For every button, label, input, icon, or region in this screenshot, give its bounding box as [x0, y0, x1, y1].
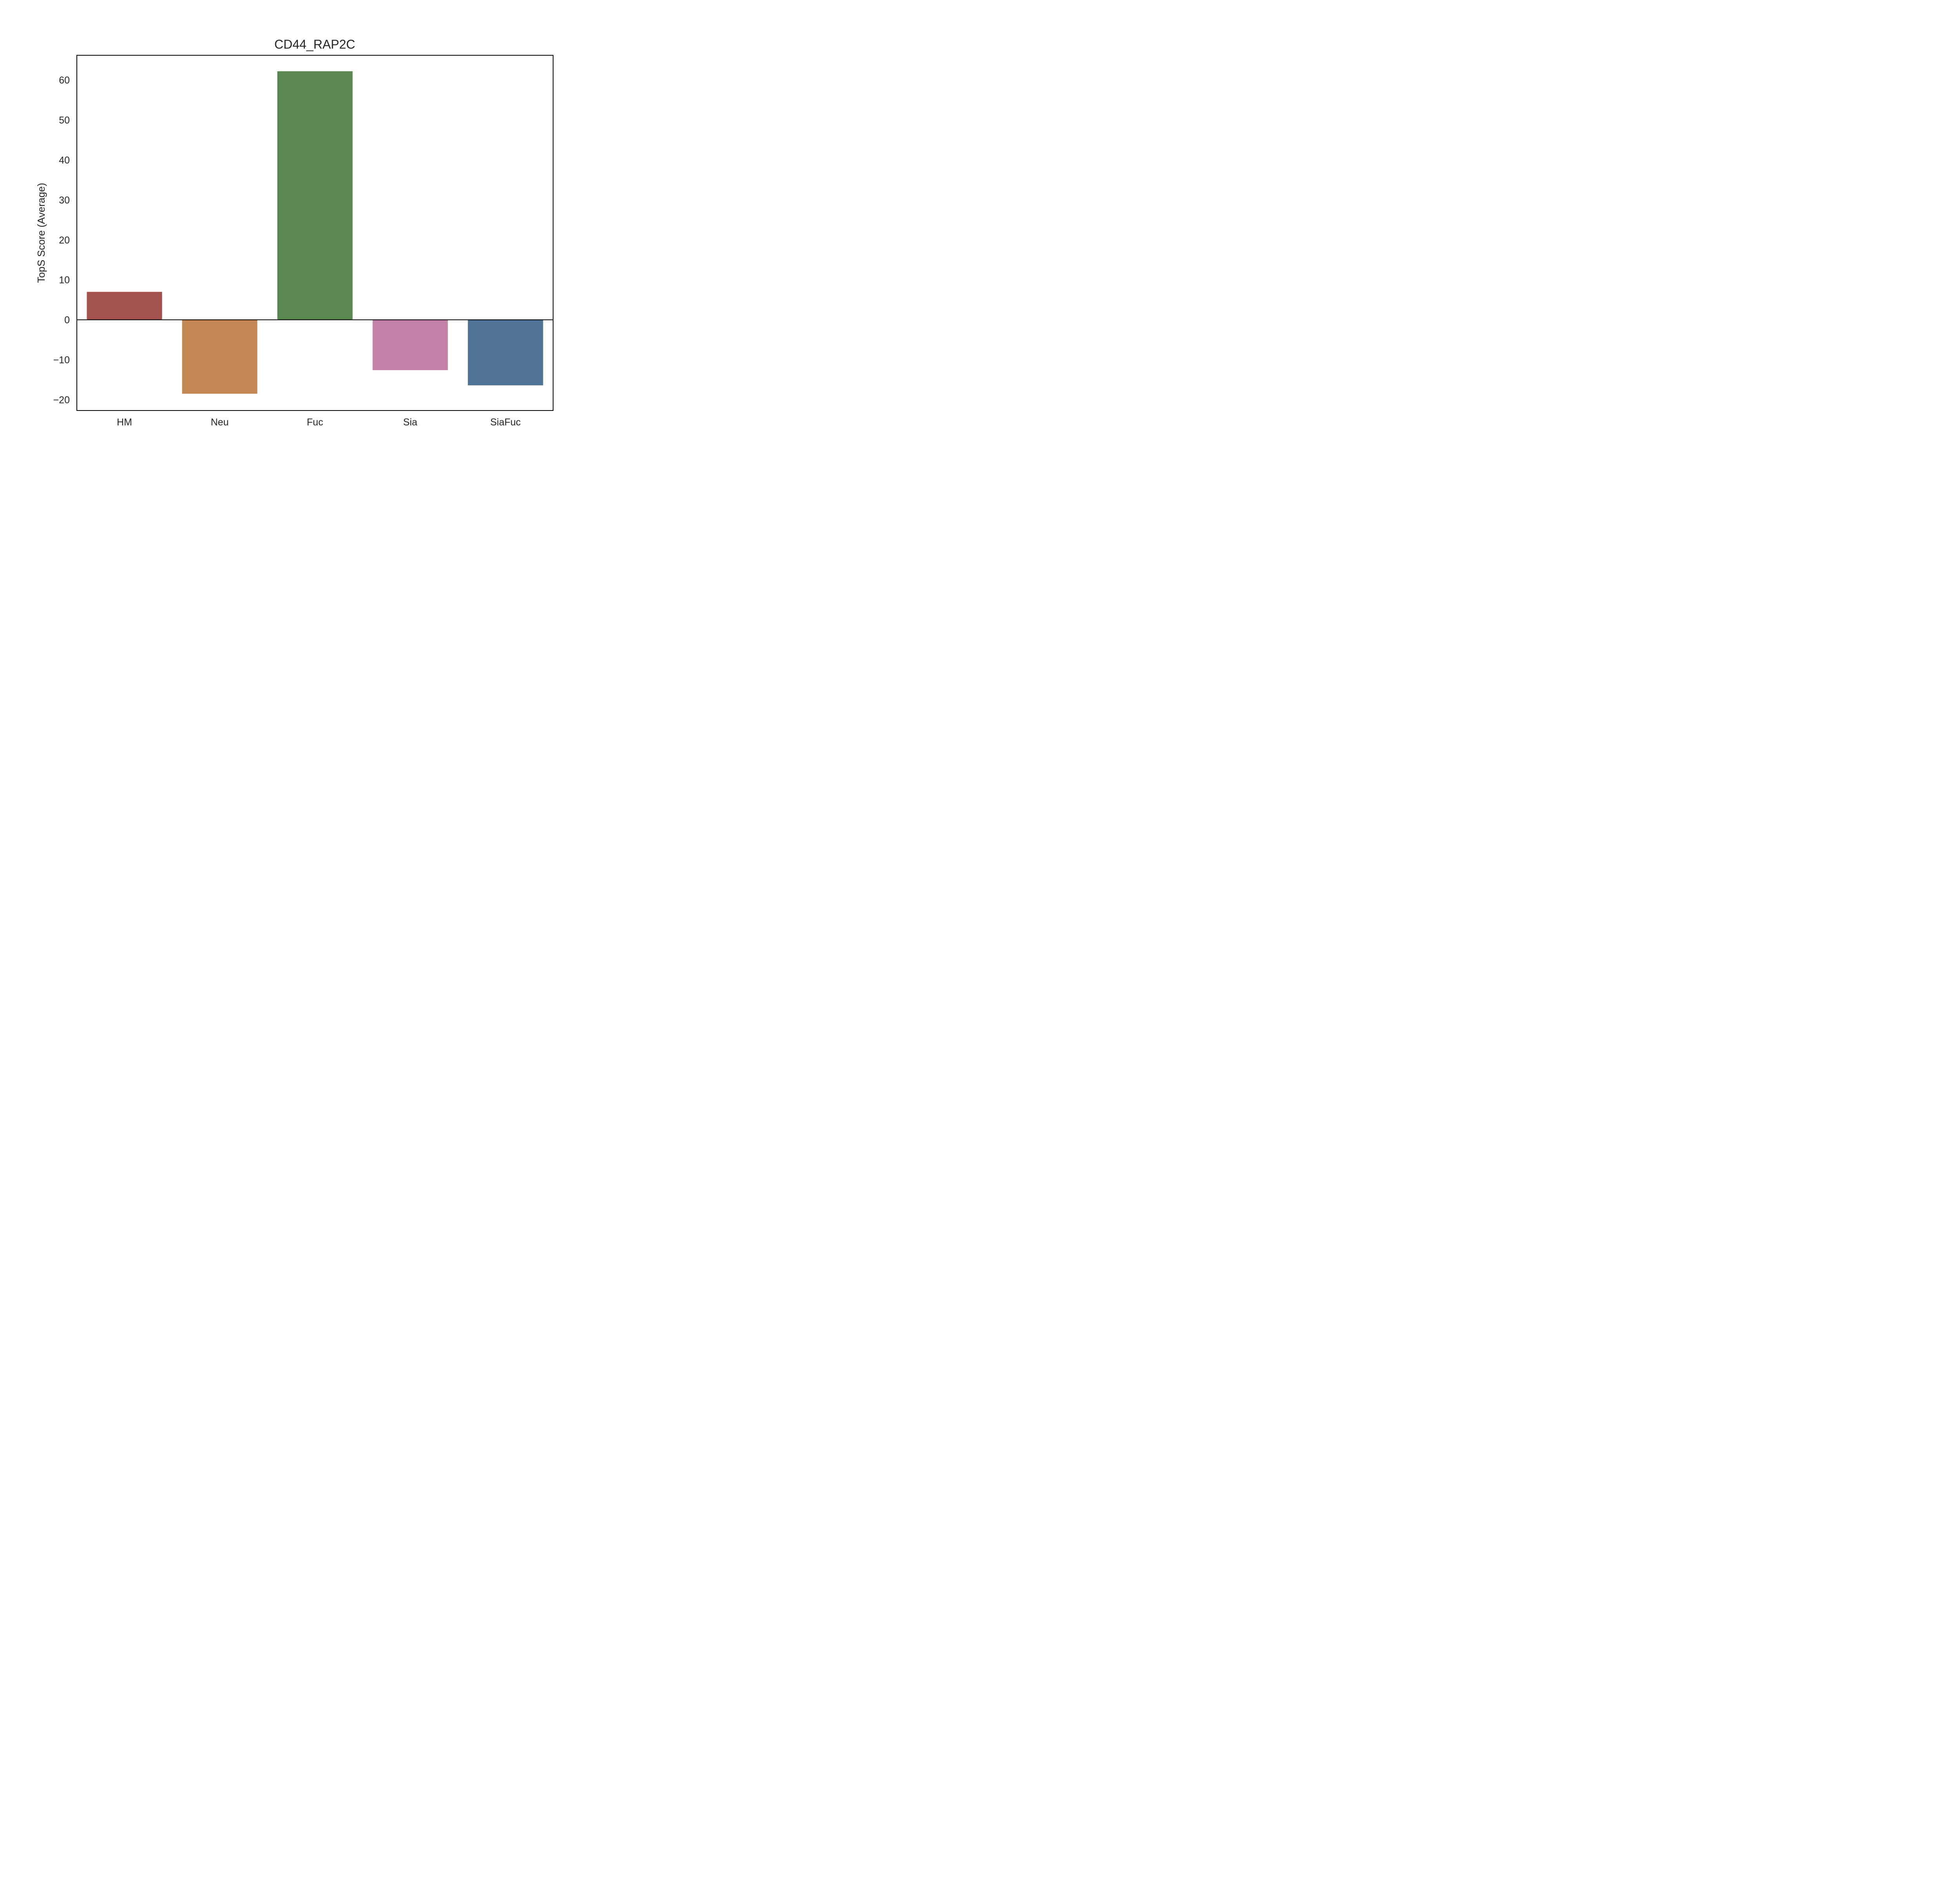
bar-neu — [182, 320, 258, 394]
y-axis-label: TopS Score (Average) — [35, 183, 47, 283]
y-tick-label: 30 — [59, 195, 70, 206]
bars-group — [87, 71, 543, 394]
bar-siafuc — [468, 320, 543, 385]
y-tick-label: 60 — [59, 75, 70, 86]
x-tick-label-fuc: Fuc — [307, 417, 323, 428]
chart-title: CD44_RAP2C — [274, 37, 355, 51]
y-tick-label: 50 — [59, 115, 70, 126]
x-tick-label-sia: Sia — [403, 417, 417, 428]
x-tick-label-siafuc: SiaFuc — [490, 417, 521, 428]
x-tick-label-hm: HM — [117, 417, 132, 428]
y-tick-label: 0 — [64, 315, 70, 326]
y-ticks-group: −20 −10 0 10 20 30 40 50 60 — [53, 75, 70, 405]
x-ticks-group: HM Neu Fuc Sia SiaFuc — [117, 417, 521, 428]
x-tick-label-neu: Neu — [211, 417, 229, 428]
plot-frame — [76, 55, 554, 411]
y-tick-label: 10 — [59, 275, 70, 286]
y-tick-label: 20 — [59, 235, 70, 246]
bar-chart: CD44_RAP2C TopS Score (Average) −20 −10 0 1… — [0, 0, 606, 454]
y-tick-label: −10 — [53, 355, 70, 366]
bar-sia — [372, 320, 448, 371]
bar-fuc — [277, 71, 353, 320]
y-tick-label: −20 — [53, 394, 70, 405]
y-tick-label: 40 — [59, 155, 70, 166]
bar-hm — [87, 292, 162, 320]
